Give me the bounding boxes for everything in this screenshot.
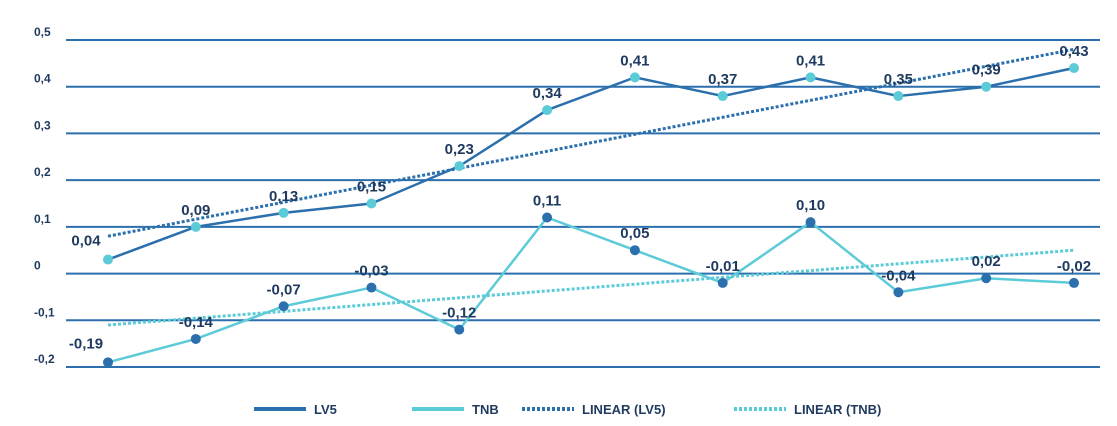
- data-label: -0,02: [1057, 258, 1091, 275]
- data-label: -0,04: [881, 267, 916, 284]
- legend: LV5 TNB LINEAR (LV5) LINEAR (TNB): [254, 402, 881, 417]
- data-point: [805, 217, 816, 228]
- y-tick-label: 0,1: [34, 212, 51, 226]
- y-tick-label: 0,3: [34, 118, 51, 132]
- data-label: 0,02: [972, 253, 1001, 270]
- legend-label: LV5: [314, 402, 337, 417]
- legend-label: LINEAR (TNB): [794, 402, 881, 417]
- data-point: [278, 207, 289, 218]
- data-point: [981, 81, 992, 92]
- y-tick-label: -0,2: [34, 352, 55, 366]
- data-label: 0,23: [445, 141, 474, 158]
- data-label: -0,01: [706, 258, 740, 275]
- y-tick-label: -0,1: [34, 305, 55, 319]
- data-label: -0,07: [267, 281, 301, 298]
- data-point: [1069, 277, 1079, 288]
- data-point: [454, 324, 465, 335]
- data-label: -0,19: [69, 335, 103, 352]
- data-point: [629, 245, 640, 256]
- data-label: 0,04: [71, 233, 101, 250]
- data-label: -0,03: [354, 263, 388, 280]
- data-point: [278, 301, 289, 312]
- data-point: [366, 198, 377, 209]
- data-label: -0,12: [442, 305, 476, 322]
- y-tick-label: 0,5: [34, 25, 51, 39]
- data-label: 0,13: [269, 188, 298, 205]
- series-line: [107, 216, 1075, 364]
- data-point: [454, 161, 465, 172]
- data-point: [893, 287, 904, 298]
- y-tick-label: 0,4: [34, 72, 51, 86]
- series-line: [107, 66, 1075, 261]
- data-point: [542, 105, 553, 116]
- data-point: [542, 212, 553, 223]
- data-point: [1069, 63, 1079, 74]
- data-point: [366, 282, 377, 293]
- data-label: 0,39: [972, 62, 1001, 79]
- data-label: 0,15: [357, 179, 386, 196]
- data-label: -0,14: [179, 314, 214, 331]
- data-point: [629, 72, 640, 83]
- data-label: 0,10: [796, 197, 825, 214]
- series-layer: [103, 63, 1079, 368]
- data-label: 0,43: [1059, 43, 1088, 60]
- data-point: [103, 357, 113, 368]
- legend-label: LINEAR (LV5): [582, 402, 666, 417]
- trendline-layer: [107, 47, 1075, 327]
- data-point: [981, 273, 992, 284]
- data-point: [717, 91, 728, 102]
- data-label-layer: 0,04 0,09 0,13 0,15 0,23 0,34 0,41 0,37 0,41 0,35…: [69, 43, 1091, 352]
- data-point: [190, 221, 201, 232]
- data-label: 0,37: [708, 71, 737, 88]
- legend-label: TNB: [472, 402, 499, 417]
- data-label: 0,35: [884, 71, 913, 88]
- data-point: [190, 333, 201, 344]
- y-tick-label: 0,2: [34, 165, 51, 179]
- data-point: [717, 277, 728, 288]
- data-label: 0,41: [620, 52, 649, 69]
- y-tick-label: 0: [34, 259, 41, 273]
- grid-layer: 0,50,40,30,20,10-0,1-0,2: [34, 25, 1100, 368]
- data-point: [893, 91, 904, 102]
- data-label: 0,09: [181, 202, 210, 219]
- data-label: 0,11: [533, 193, 561, 210]
- data-label: 0,34: [532, 85, 562, 102]
- data-point: [805, 72, 816, 83]
- data-label: 0,41: [796, 52, 825, 69]
- trendline: [107, 47, 1075, 238]
- data-point: [103, 254, 113, 265]
- data-label: 0,05: [620, 225, 649, 242]
